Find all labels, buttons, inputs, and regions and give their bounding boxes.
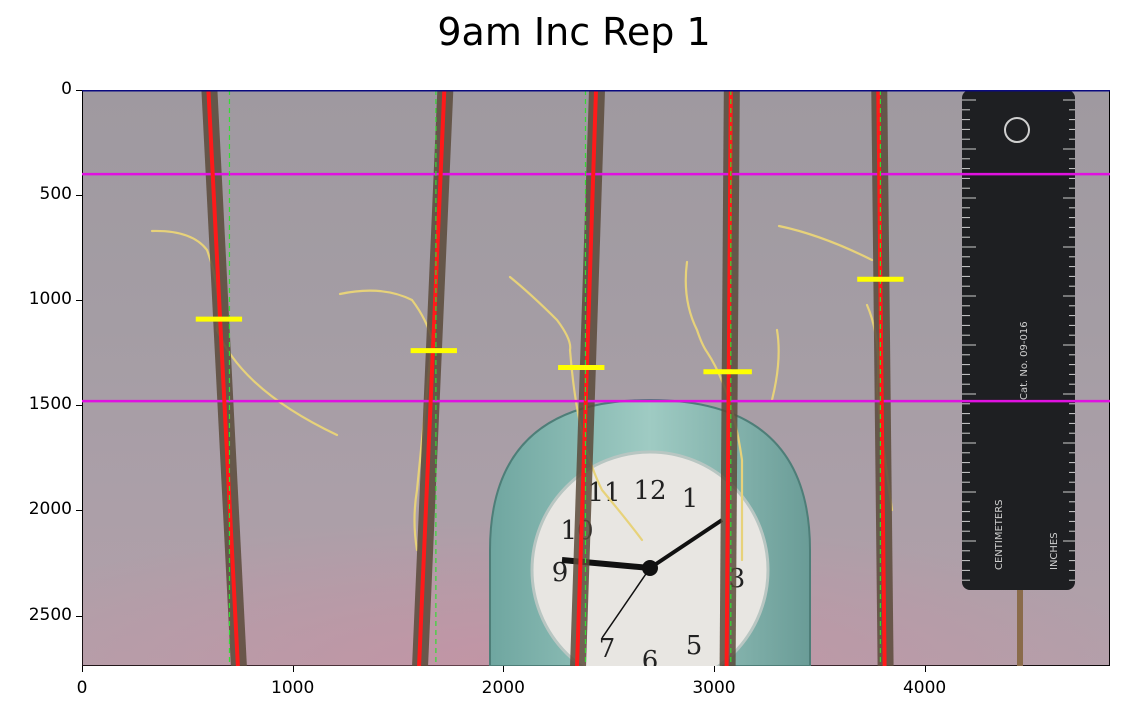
x-tick-mark <box>503 666 505 672</box>
x-tick-label: 2000 <box>481 678 525 698</box>
clock-digit: 7 <box>599 634 616 664</box>
x-tick-mark <box>924 666 926 672</box>
x-tick-label: 4000 <box>902 678 947 698</box>
y-tick-label: 2500 <box>28 604 72 625</box>
y-tick-label: 2000 <box>28 499 72 520</box>
x-tick-mark <box>82 666 83 672</box>
fitted-stem-line <box>417 90 447 666</box>
fitted-stem-line <box>876 90 887 666</box>
clock-digit: 1 <box>682 484 699 514</box>
ruler-logo <box>1004 117 1030 143</box>
clock-digit: 12 <box>633 476 666 506</box>
x-tick-label: 1000 <box>271 678 315 698</box>
ruler-inches-label: INCHES <box>1049 532 1060 570</box>
ruler-centimeters-label: CENTIMETERS <box>994 499 1005 570</box>
clock-digit: 5 <box>686 631 703 661</box>
x-tick-label: 0 <box>76 678 88 698</box>
fitted-stem-line <box>724 90 733 666</box>
figure-title: 9am Inc Rep 1 <box>437 10 711 54</box>
x-tick-label: 3000 <box>692 678 736 698</box>
x-tick-mark <box>713 666 715 672</box>
y-tick-mark <box>76 510 82 512</box>
y-tick-label: 1000 <box>28 289 72 310</box>
y-tick-label: 500 <box>39 184 72 205</box>
clock-digit: 9 <box>552 558 569 588</box>
y-tick-label: 1500 <box>28 394 72 415</box>
y-tick-label: 0 <box>61 79 72 99</box>
y-tick-mark <box>76 90 82 91</box>
y-tick-mark <box>76 300 82 302</box>
ruler-catalog-label: Cat. No. 09-016 <box>1019 321 1030 400</box>
fitted-stem-line <box>575 90 598 666</box>
clock-minute-hand <box>648 518 724 570</box>
ruler: CENTIMETERS INCHES Cat. No. 09-016 <box>962 90 1075 666</box>
overlay-svg: CENTIMETERS INCHES Cat. No. 09-016 12 111… <box>82 90 1110 666</box>
fitted-stem-line <box>206 90 240 666</box>
clock-second-hand <box>601 567 651 639</box>
y-tick-mark <box>76 405 82 407</box>
y-tick-mark <box>76 195 82 197</box>
clock-digit: 6 <box>642 646 659 666</box>
alarm-clock: 121111093765 <box>489 398 811 666</box>
x-tick-mark <box>292 666 294 672</box>
y-tick-mark <box>76 615 82 617</box>
